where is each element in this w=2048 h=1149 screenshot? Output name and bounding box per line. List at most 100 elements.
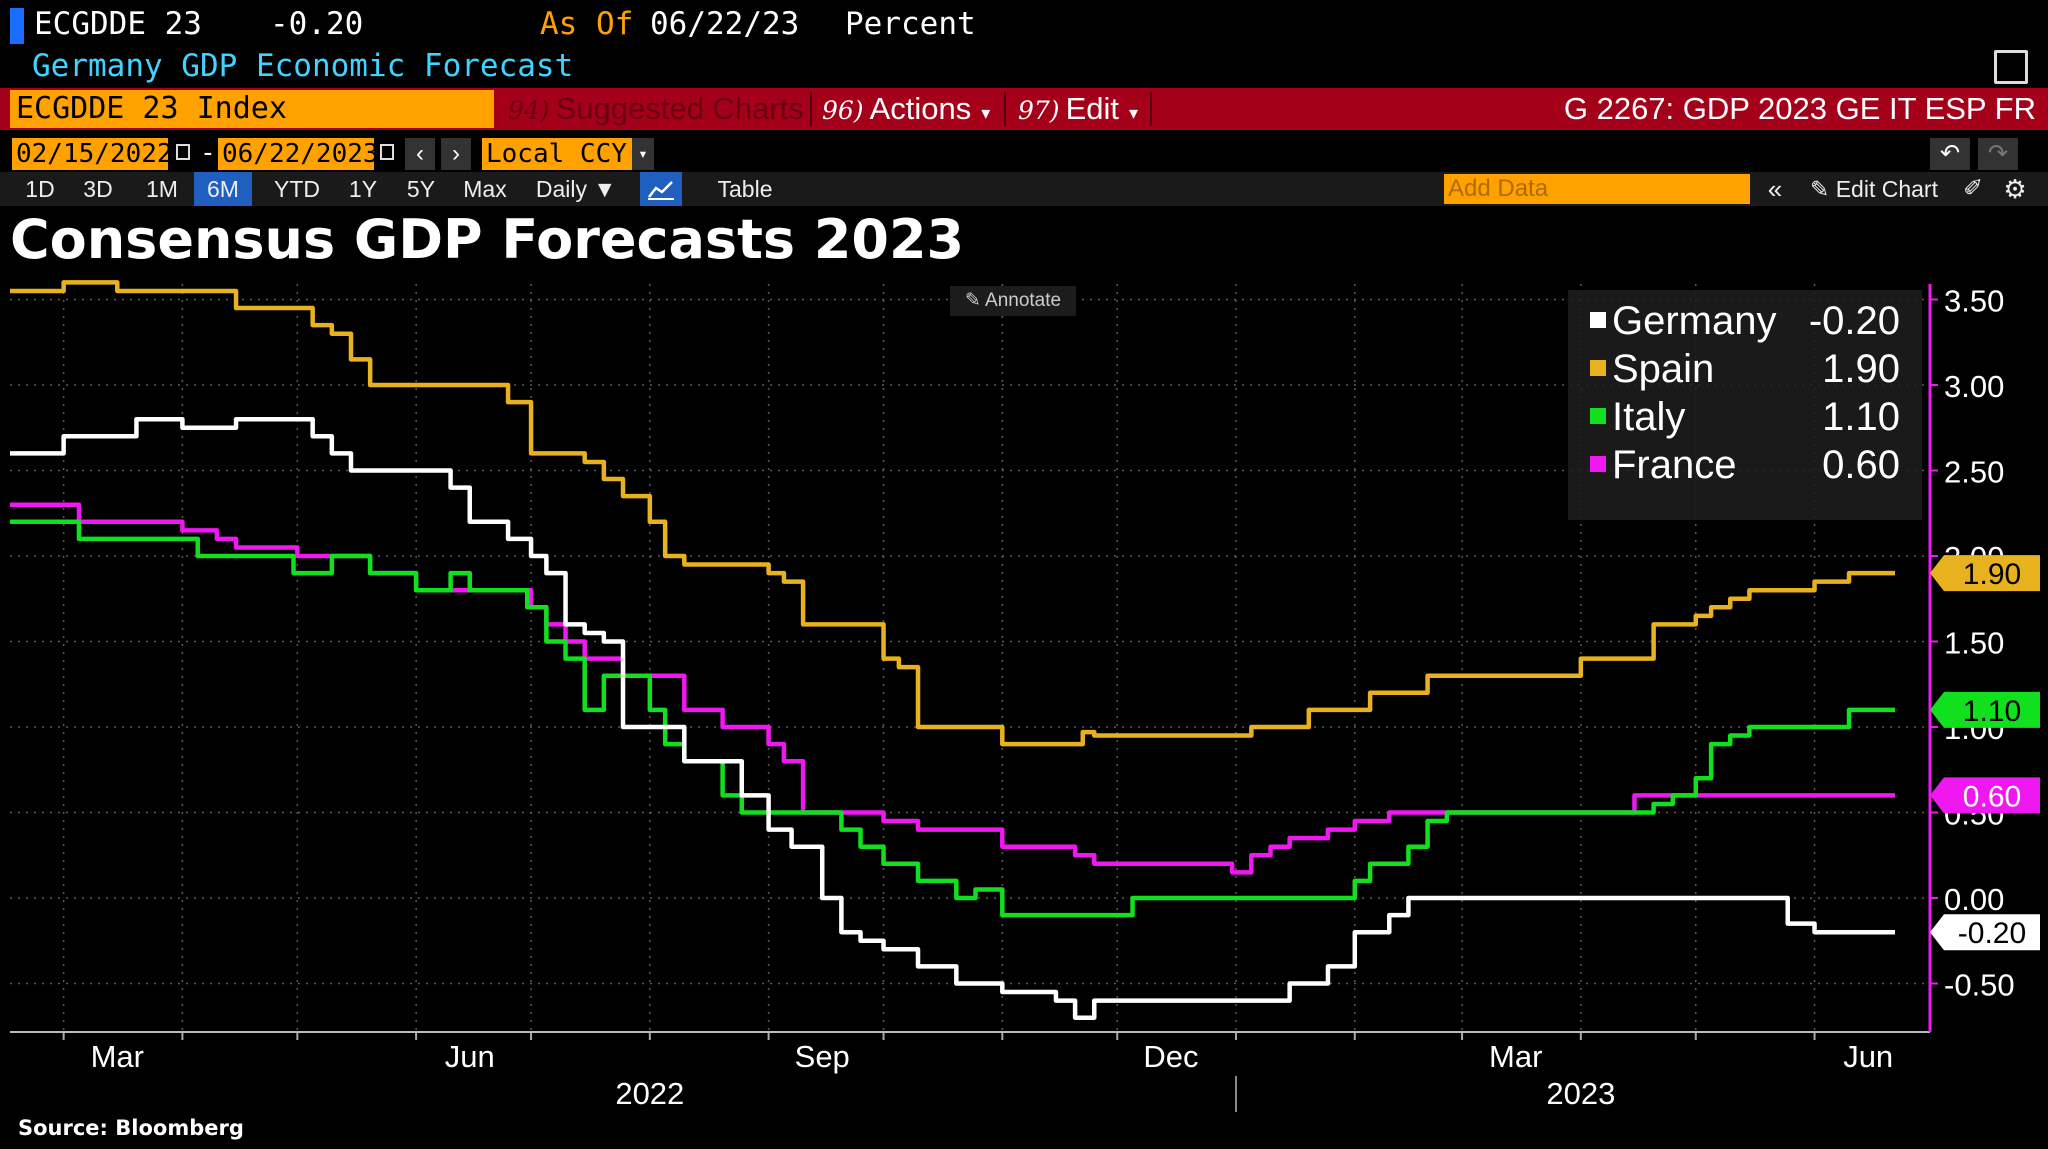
undo-icon[interactable]: ↶ bbox=[1930, 138, 1970, 170]
line-chart-icon[interactable] bbox=[640, 172, 682, 206]
security-header: ECGDDE 23 -0.20 As Of 06/22/23 Percent bbox=[0, 0, 2048, 48]
legend-item-italy[interactable]: Italy 1.10 bbox=[1568, 394, 1922, 440]
next-period-button[interactable]: › bbox=[441, 138, 471, 170]
last-value-tag-germany: -0.20 bbox=[1930, 914, 2040, 951]
range-button-ytd[interactable]: YTD bbox=[274, 176, 320, 202]
last-value-label: 0.60 bbox=[1963, 780, 2021, 813]
y-tick-label: 3.00 bbox=[1944, 369, 2004, 404]
legend-swatch bbox=[1590, 456, 1606, 472]
date-dash: - bbox=[200, 138, 216, 168]
separator bbox=[810, 92, 812, 126]
ticker-label[interactable]: ECGDDE 23 bbox=[34, 6, 202, 42]
draw-icon[interactable]: ✐ bbox=[1962, 175, 1984, 202]
currency-select[interactable]: Local CCY bbox=[482, 138, 632, 170]
x-tick-label: Mar bbox=[1489, 1039, 1542, 1074]
range-button-1m[interactable]: 1M bbox=[146, 176, 178, 202]
legend-name: Spain bbox=[1612, 347, 1715, 391]
separator bbox=[1150, 92, 1152, 126]
range-button-max[interactable]: Max bbox=[463, 176, 507, 202]
unit-label: Percent bbox=[845, 6, 976, 42]
range-button-6m[interactable]: 6M bbox=[194, 172, 252, 206]
last-value-tags: -0.20 1.90 1.10 0.60 bbox=[1930, 555, 2040, 951]
x-tick-label: Jun bbox=[1843, 1039, 1893, 1074]
legend-name: Italy bbox=[1612, 395, 1686, 439]
add-data-input[interactable]: Add Data bbox=[1444, 174, 1750, 204]
suggested-charts-button: 94) Suggested Charts bbox=[508, 88, 804, 130]
last-value-tag-italy: 1.10 bbox=[1930, 691, 2040, 728]
last-value-tag-france: 0.60 bbox=[1930, 777, 2040, 814]
calendar-icon[interactable] bbox=[380, 144, 394, 160]
last-value-label: 1.10 bbox=[1963, 695, 2021, 728]
ticker-marker bbox=[10, 8, 24, 44]
pencil-icon: ✎ bbox=[1810, 176, 1830, 202]
legend-swatch bbox=[1590, 408, 1606, 424]
suggested-charts-label: Suggested Charts bbox=[555, 91, 804, 126]
prev-period-button[interactable]: ‹ bbox=[405, 138, 435, 170]
range-button-5y[interactable]: 5Y bbox=[406, 176, 436, 202]
popout-icon[interactable] bbox=[1994, 50, 2028, 84]
legend-value: -0.20 bbox=[1808, 299, 1900, 343]
chart-series bbox=[10, 280, 1895, 1020]
legend-name: Germany bbox=[1612, 299, 1777, 343]
legend-value: 0.60 bbox=[1822, 443, 1900, 487]
series-line-france bbox=[10, 502, 1895, 875]
currency-dropdown-icon[interactable]: ▾ bbox=[632, 138, 654, 170]
series-line-germany bbox=[10, 416, 1895, 1020]
frequency-dropdown-icon: ▼ bbox=[593, 176, 617, 202]
range-button-3d[interactable]: 3D bbox=[83, 176, 113, 202]
as-of-label: As Of bbox=[540, 6, 634, 42]
last-value-label: -0.20 bbox=[1958, 917, 2026, 950]
date-bar: 02/15/2022 - 06/22/2023 ‹ › Local CCY ▾ … bbox=[0, 136, 2048, 172]
frequency-select[interactable]: Daily ▼ bbox=[526, 172, 626, 206]
legend-name: France bbox=[1612, 443, 1737, 487]
range-button-1d[interactable]: 1D bbox=[25, 176, 55, 202]
legend-item-france[interactable]: France 0.60 bbox=[1568, 442, 1922, 488]
actions-number: 96) bbox=[822, 96, 864, 125]
chart-id-label: G 2267: GDP 2023 GE IT ESP FR bbox=[1563, 91, 2036, 126]
legend-swatch bbox=[1590, 360, 1606, 376]
end-date-field[interactable]: 06/22/2023 bbox=[218, 138, 379, 170]
ticker-value: -0.20 bbox=[270, 6, 364, 42]
chart-title: Consensus GDP Forecasts 2023 bbox=[10, 208, 965, 271]
edit-number: 97) bbox=[1018, 96, 1060, 125]
legend-value: 1.90 bbox=[1822, 347, 1900, 391]
redo-icon[interactable]: ↷ bbox=[1978, 138, 2018, 170]
series-line-italy bbox=[10, 519, 1895, 918]
calendar-icon[interactable] bbox=[176, 144, 190, 160]
as-of-date: 06/22/23 bbox=[650, 6, 800, 42]
year-label: 2022 bbox=[615, 1076, 684, 1111]
series-line-spain bbox=[10, 280, 1895, 747]
y-tick-label: 3.50 bbox=[1944, 284, 2004, 319]
chart-legend: Germany -0.20 Spain 1.90 Italy 1.10 France 0.60 bbox=[1568, 290, 1922, 520]
y-tick-label: 1.50 bbox=[1944, 626, 2004, 661]
legend-item-spain[interactable]: Spain 1.90 bbox=[1568, 346, 1922, 392]
x-tick-label: Mar bbox=[91, 1039, 144, 1074]
y-tick-label: 0.00 bbox=[1944, 882, 2004, 917]
edit-label: Edit bbox=[1065, 91, 1119, 126]
security-field[interactable]: ECGDDE 23 Index bbox=[10, 90, 494, 128]
range-button-1y[interactable]: 1Y bbox=[348, 176, 378, 202]
annotate-button[interactable]: ✎ Annotate bbox=[950, 286, 1076, 316]
actions-menu[interactable]: 96) Actions ▾ bbox=[822, 88, 990, 130]
x-tick-label: Jun bbox=[445, 1039, 495, 1074]
x-tick-label: Sep bbox=[795, 1039, 850, 1074]
y-tick-label: -0.50 bbox=[1944, 968, 2015, 1003]
security-description: Germany GDP Economic Forecast bbox=[32, 48, 574, 84]
source-note: Source: Bloomberg bbox=[18, 1116, 244, 1140]
suggested-charts-number: 94) bbox=[508, 96, 550, 125]
edit-chart-button[interactable]: ✎ Edit Chart bbox=[1800, 172, 1948, 206]
legend-value: 1.10 bbox=[1822, 395, 1900, 439]
pencil-icon: ✎ bbox=[964, 290, 981, 311]
start-date-field[interactable]: 02/15/2022 bbox=[12, 138, 173, 170]
edit-dropdown-icon: ▾ bbox=[1129, 103, 1139, 123]
table-button[interactable]: Table bbox=[717, 176, 773, 202]
frequency-label: Daily bbox=[535, 176, 587, 202]
legend-item-germany[interactable]: Germany -0.20 bbox=[1568, 298, 1922, 344]
actions-label: Actions bbox=[869, 91, 972, 126]
edit-chart-label: Edit Chart bbox=[1835, 176, 1938, 202]
separator bbox=[1004, 92, 1006, 126]
collapse-icon[interactable]: « bbox=[1767, 174, 1783, 204]
gear-icon[interactable]: ⚙ bbox=[2003, 174, 2027, 204]
edit-menu[interactable]: 97) Edit ▾ bbox=[1018, 88, 1138, 130]
